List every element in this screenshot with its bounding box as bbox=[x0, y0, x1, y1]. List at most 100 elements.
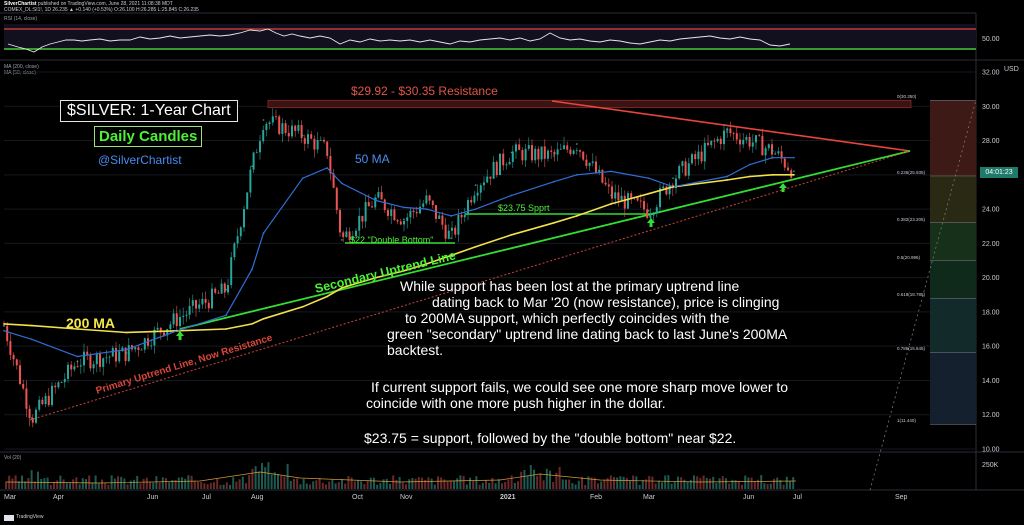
author-handle: @SilverChartist bbox=[98, 153, 182, 167]
candle-body bbox=[748, 136, 751, 147]
volume-bar bbox=[661, 482, 663, 489]
ma50-legend[interactable]: MA (50, close) bbox=[4, 70, 36, 76]
volume-bar bbox=[401, 482, 404, 489]
candle-body bbox=[431, 200, 434, 206]
volume-bar bbox=[789, 481, 791, 489]
volume-bar bbox=[165, 478, 167, 489]
rsi-label[interactable]: RSI (14, close) bbox=[4, 16, 38, 22]
volume-bar bbox=[603, 479, 606, 489]
price-tick-label: 12.00 bbox=[982, 412, 1000, 419]
candle-body bbox=[371, 206, 373, 208]
volume-bar bbox=[123, 478, 126, 489]
candle-body bbox=[655, 207, 658, 214]
secondary-uptrend-line[interactable] bbox=[179, 150, 911, 330]
data-point-price bbox=[793, 170, 795, 173]
volume-bar bbox=[545, 468, 548, 489]
data-point-price bbox=[771, 149, 774, 152]
volume-bar bbox=[238, 479, 241, 489]
volume-bar bbox=[293, 478, 295, 489]
ma200-line[interactable] bbox=[3, 174, 794, 334]
candle-body bbox=[31, 418, 34, 423]
volume-bar bbox=[641, 479, 644, 489]
candles-group[interactable] bbox=[3, 108, 793, 428]
candle-body bbox=[623, 195, 626, 209]
candle-body bbox=[188, 305, 191, 315]
candle-body bbox=[675, 178, 677, 189]
candle-body bbox=[441, 215, 444, 225]
candle-body bbox=[732, 133, 735, 134]
volume-bar bbox=[491, 477, 494, 489]
candle-body bbox=[127, 345, 130, 362]
volume-bar bbox=[193, 480, 196, 489]
note-line: $23.75 = support, followed by the "doubl… bbox=[364, 430, 737, 446]
volume-bar bbox=[568, 479, 571, 489]
volume-bar bbox=[747, 477, 750, 489]
ma200-legend[interactable]: MA (200, close) bbox=[4, 64, 39, 70]
upper-trendline[interactable] bbox=[551, 100, 911, 152]
data-point-ma200 bbox=[375, 276, 378, 279]
volume-bar bbox=[261, 463, 263, 489]
x-tick-label: Apr bbox=[53, 494, 64, 501]
volume-bar bbox=[683, 479, 686, 489]
candle-body bbox=[310, 134, 313, 139]
price-axis[interactable]: 10.00 12.00 14.00 16.00 18.00 20.00 22.00 24.00… bbox=[982, 70, 1000, 454]
price-tick-label: 30.00 bbox=[982, 104, 1000, 111]
volume-bar bbox=[177, 477, 180, 489]
price-tick-label: 22.00 bbox=[982, 241, 1000, 248]
author-name[interactable]: SilverChartist bbox=[4, 1, 37, 7]
candle-body bbox=[44, 395, 47, 405]
data-point-ma200 bbox=[251, 323, 253, 325]
volume-bar bbox=[504, 481, 507, 489]
candle-body bbox=[278, 116, 281, 134]
candle-body bbox=[335, 187, 338, 211]
candle-body bbox=[243, 209, 245, 228]
primary-uptrend-line[interactable] bbox=[29, 150, 911, 421]
volume-bar bbox=[133, 479, 135, 489]
volume-bar bbox=[229, 484, 231, 489]
candle-body bbox=[220, 283, 223, 294]
volume-bar bbox=[241, 476, 244, 489]
candle-body bbox=[454, 227, 457, 235]
data-point-ma50 bbox=[262, 232, 265, 234]
ma50-line[interactable] bbox=[3, 157, 794, 358]
candle-body bbox=[572, 150, 575, 154]
candle-body bbox=[383, 199, 386, 211]
price-tick-label: 10.00 bbox=[982, 447, 1000, 454]
candle-body bbox=[787, 167, 789, 171]
data-point-ma50 bbox=[340, 182, 343, 185]
candle-body bbox=[700, 151, 703, 162]
candle-body bbox=[319, 139, 322, 141]
resistance-zone[interactable] bbox=[267, 99, 912, 109]
volume-bar bbox=[680, 477, 683, 489]
candle-body bbox=[287, 132, 290, 137]
volume-bar bbox=[72, 479, 75, 489]
volume-bar bbox=[613, 477, 615, 489]
volume-bar bbox=[574, 484, 577, 489]
volume-label[interactable]: Vol (20) bbox=[4, 455, 22, 461]
candle-body bbox=[697, 151, 700, 160]
candle-body bbox=[92, 364, 95, 369]
data-point-price bbox=[301, 134, 304, 137]
candle-body bbox=[355, 230, 357, 237]
resistance-label: $29.92 - $30.35 Resistance bbox=[351, 84, 498, 98]
volume-bar bbox=[654, 483, 657, 489]
volume-bar bbox=[750, 477, 753, 489]
countdown-tag: 04:01:23 bbox=[980, 167, 1018, 178]
candle-body bbox=[47, 395, 50, 405]
candle-body bbox=[367, 202, 370, 207]
candle-body bbox=[457, 214, 460, 235]
volume-bar bbox=[686, 481, 689, 489]
data-point-ma200 bbox=[510, 233, 513, 236]
data-point-price bbox=[326, 149, 329, 152]
data-point-price bbox=[672, 177, 675, 180]
data-point-ma50 bbox=[30, 338, 33, 341]
candle-body bbox=[175, 313, 178, 327]
candle-body bbox=[646, 209, 649, 218]
volume-bar bbox=[158, 482, 161, 489]
candle-body bbox=[95, 353, 98, 365]
volume-bar bbox=[33, 481, 36, 489]
arrow-up-icon bbox=[647, 218, 655, 227]
volume-bars bbox=[5, 462, 797, 489]
candle-body bbox=[105, 357, 108, 359]
